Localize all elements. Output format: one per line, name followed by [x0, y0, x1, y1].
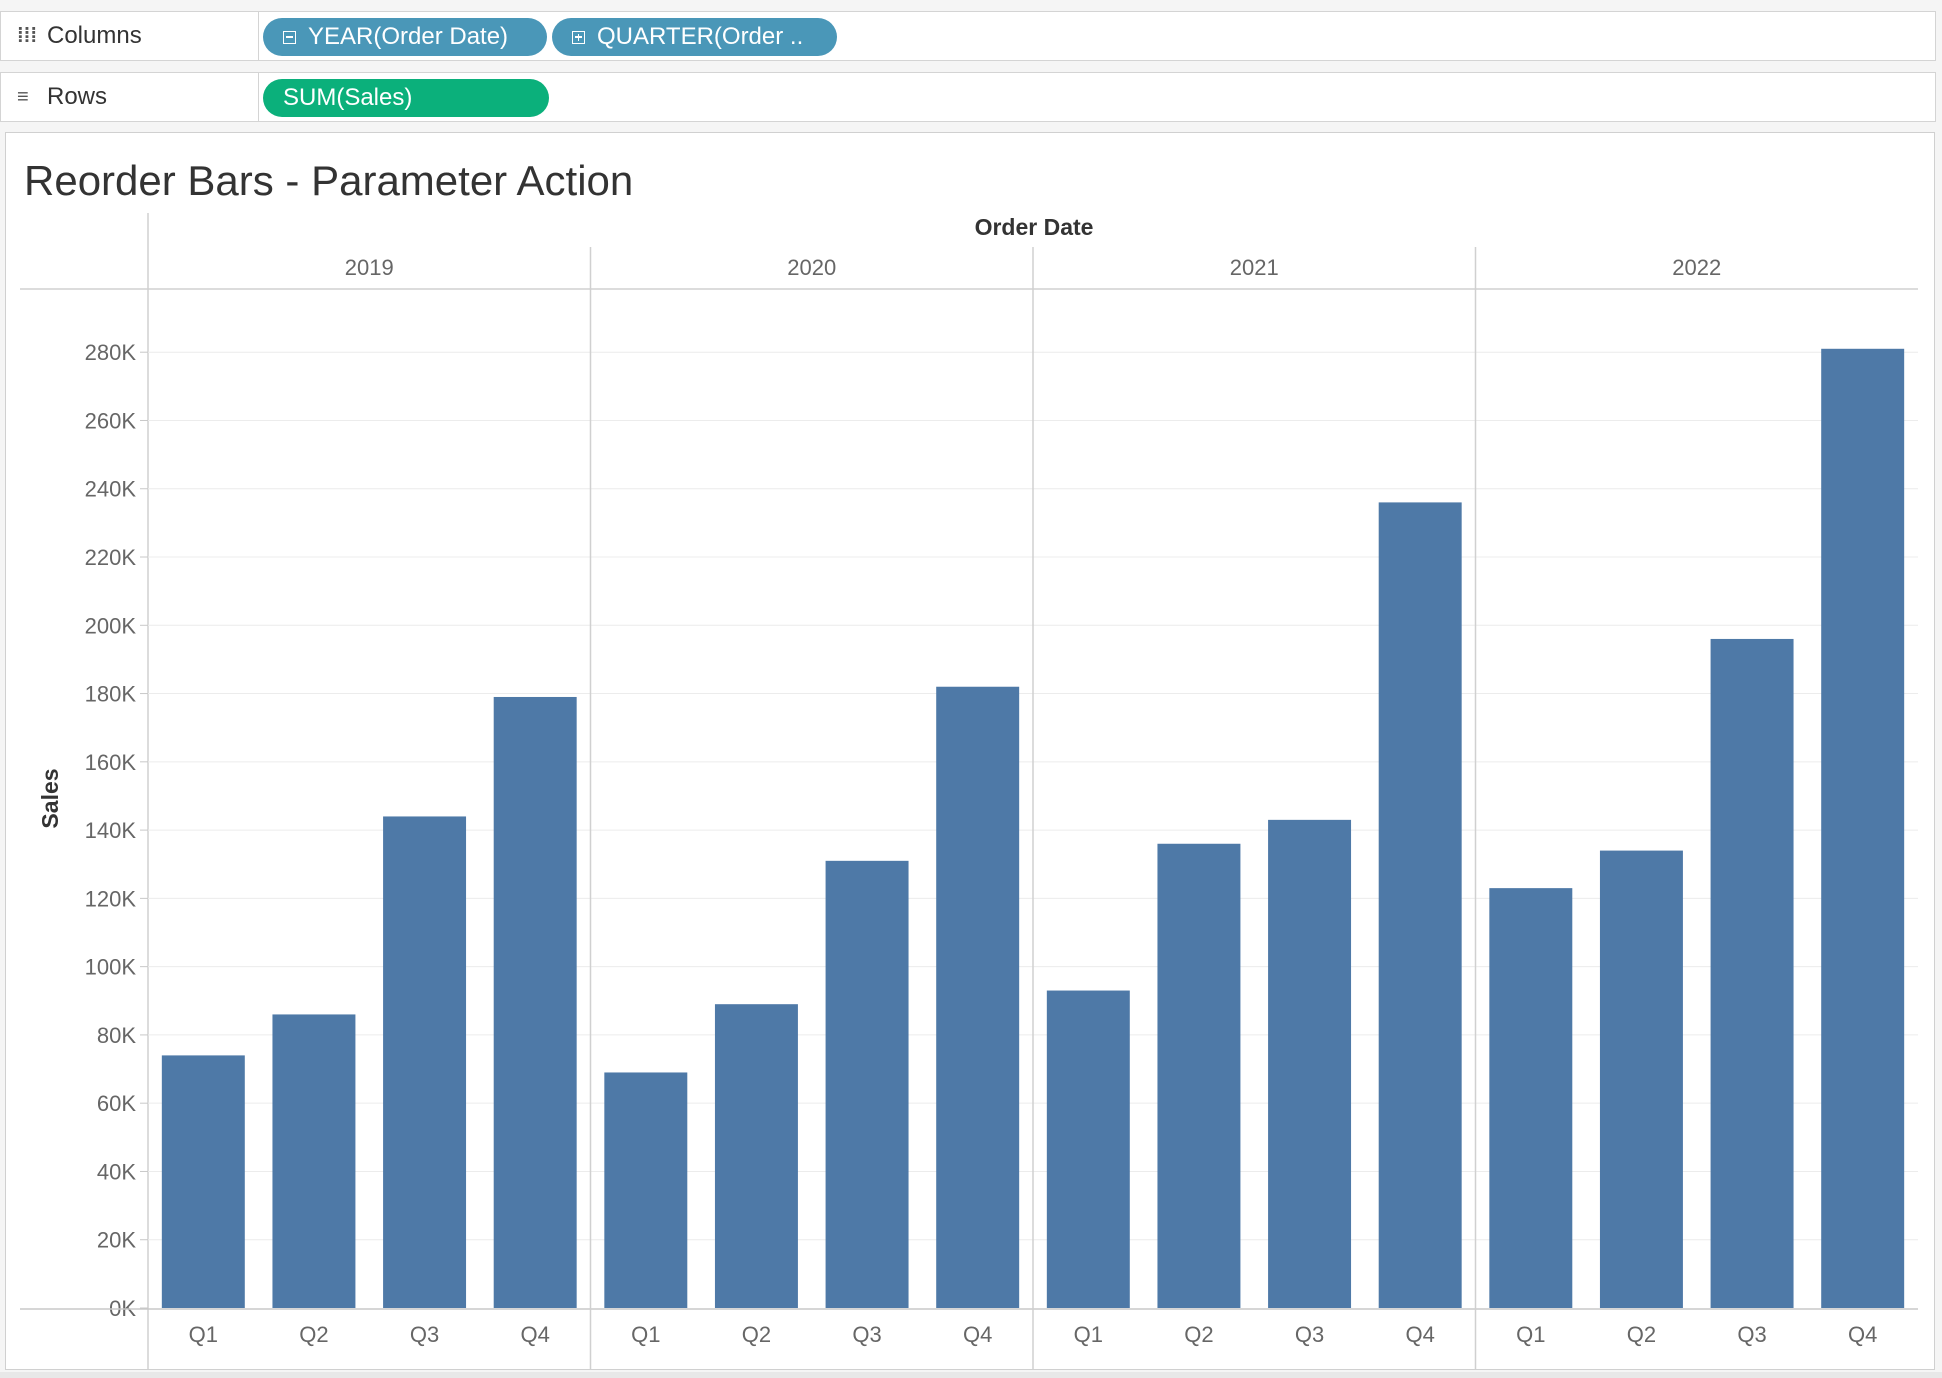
- columns-icon: ⁞⁞⁞: [17, 24, 37, 47]
- x-tick-label: Q2: [1627, 1322, 1656, 1347]
- bar-2020-Q4: [936, 686, 1020, 1308]
- bar-2022-Q3: [1710, 638, 1794, 1308]
- bar-2019-Q2: [272, 1014, 356, 1308]
- y-axis-title: Sales: [37, 768, 63, 828]
- quarter-order-date-pill[interactable]: QUARTER(Order ..: [552, 18, 837, 56]
- y-tick-label: 140K: [85, 818, 137, 843]
- y-tick-label: 180K: [85, 682, 137, 707]
- year-order-date-pill[interactable]: YEAR(Order Date): [263, 18, 547, 56]
- y-tick-label: 240K: [85, 477, 137, 502]
- chart-title: Reorder Bars - Parameter Action: [24, 157, 634, 204]
- year-pill-label: YEAR(Order Date): [308, 23, 509, 50]
- bar-2021-Q4: [1378, 502, 1462, 1308]
- x-tick-label: Q3: [410, 1322, 439, 1347]
- x-tick-label: Q4: [521, 1322, 550, 1347]
- columns-shelf-label: ⁞⁞⁞ Columns: [1, 12, 259, 60]
- rows-label: Rows: [47, 83, 108, 110]
- y-tick-label: 80K: [97, 1023, 136, 1048]
- y-tick-label: 100K: [85, 955, 137, 980]
- x-tick-label: Q3: [852, 1322, 881, 1347]
- y-tick-label: 20K: [97, 1228, 136, 1253]
- y-tick-label: 220K: [85, 545, 137, 570]
- y-tick-label: 120K: [85, 886, 137, 911]
- bar-2019-Q3: [383, 816, 467, 1308]
- bar-2020-Q3: [825, 860, 909, 1308]
- x-tick-label: Q1: [189, 1322, 218, 1347]
- rows-icon: ≡: [17, 85, 29, 108]
- y-tick-label: 200K: [85, 613, 137, 638]
- y-tick-label: 260K: [85, 408, 137, 433]
- x-tick-label: Q3: [1295, 1322, 1324, 1347]
- viz-panel: Reorder Bars - Parameter Action Order Da…: [5, 132, 1935, 1370]
- x-tick-label: Q1: [1074, 1322, 1103, 1347]
- x-tick-label: Q2: [299, 1322, 328, 1347]
- bar-2021-Q1: [1046, 990, 1130, 1308]
- bar-2022-Q4: [1821, 348, 1905, 1309]
- year-header-2022: 2022: [1672, 255, 1721, 280]
- bar-2019-Q1: [161, 1055, 245, 1308]
- x-tick-label: Q1: [1516, 1322, 1545, 1347]
- x-tick-label: Q4: [1848, 1322, 1877, 1347]
- bottom-bar: [0, 1372, 1942, 1378]
- expand-icon[interactable]: [572, 30, 585, 44]
- x-tick-label: Q3: [1737, 1322, 1766, 1347]
- rows-shelf: ≡ Rows SUM(Sales): [0, 72, 1936, 122]
- y-tick-label: 280K: [85, 340, 137, 365]
- bar-2020-Q1: [604, 1072, 688, 1308]
- bar-chart: Order Date0K20K40K60K80K100K120K140K160K…: [20, 213, 1918, 1369]
- quarter-pill-label: QUARTER(Order ..: [597, 23, 804, 50]
- bar-2021-Q2: [1157, 843, 1241, 1308]
- bar-2022-Q2: [1599, 850, 1683, 1308]
- rows-shelf-label: ≡ Rows: [1, 73, 259, 121]
- sum-sales-pill-label: SUM(Sales): [283, 84, 413, 111]
- bar-2022-Q1: [1489, 888, 1573, 1308]
- y-tick-label: 40K: [97, 1159, 136, 1184]
- collapse-icon[interactable]: [283, 30, 296, 44]
- bar-2020-Q2: [714, 1004, 798, 1308]
- x-tick-label: Q4: [1406, 1322, 1435, 1347]
- columns-label: Columns: [47, 22, 142, 49]
- year-header-2019: 2019: [345, 255, 394, 280]
- columns-shelf: ⁞⁞⁞ Columns YEAR(Order Date) QUARTER(Ord…: [0, 11, 1936, 61]
- y-tick-label: 160K: [85, 750, 137, 775]
- x-tick-label: Q2: [1184, 1322, 1213, 1347]
- bar-2019-Q4: [493, 696, 577, 1308]
- year-header-2021: 2021: [1230, 255, 1279, 280]
- column-header-order-date: Order Date: [975, 214, 1094, 240]
- x-tick-label: Q4: [963, 1322, 992, 1347]
- x-tick-label: Q2: [742, 1322, 771, 1347]
- year-header-2020: 2020: [787, 255, 836, 280]
- sum-sales-pill[interactable]: SUM(Sales): [263, 79, 549, 117]
- y-tick-label: 60K: [97, 1091, 136, 1116]
- x-tick-label: Q1: [631, 1322, 660, 1347]
- bar-2021-Q3: [1268, 819, 1352, 1308]
